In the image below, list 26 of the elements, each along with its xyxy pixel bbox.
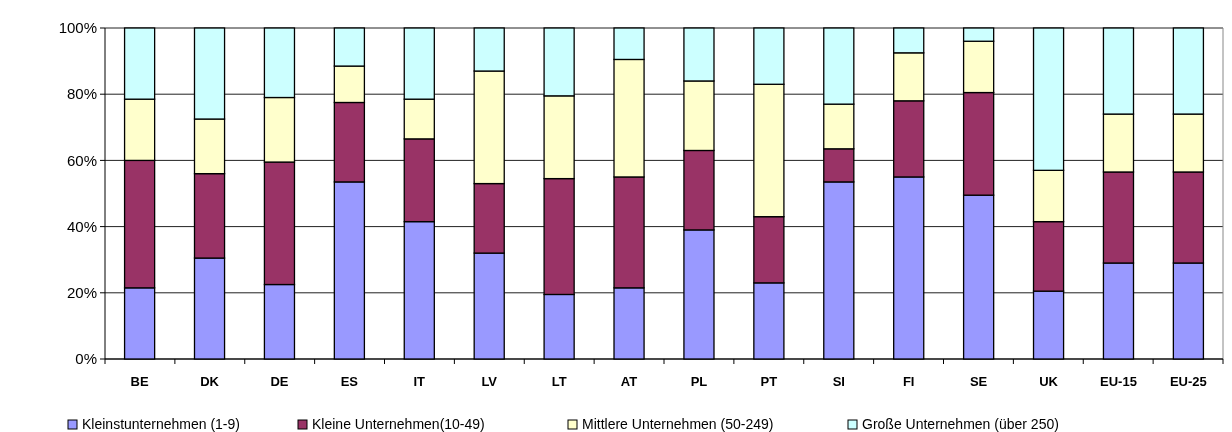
x-tick-label: DE bbox=[270, 374, 289, 389]
x-tick-label: EU-15 bbox=[1100, 374, 1137, 389]
y-tick-label: 60% bbox=[66, 151, 97, 169]
legend-label: Mittlere Unternehmen (50-249) bbox=[582, 416, 774, 432]
x-tick-label: LV bbox=[481, 374, 498, 389]
x-tick-label: BE bbox=[130, 374, 149, 389]
x-tick-label: LT bbox=[551, 374, 567, 389]
x-tick-label: SI bbox=[832, 374, 845, 389]
legend-label: Große Unternehmen (über 250) bbox=[862, 416, 1059, 432]
x-tick-label: IT bbox=[413, 374, 426, 389]
y-tick-label: 0% bbox=[75, 350, 97, 368]
y-tick-label: 100% bbox=[58, 19, 97, 37]
x-tick-label: AT bbox=[620, 374, 638, 389]
x-tick-label: PL bbox=[690, 374, 708, 389]
x-tick-label: EU-25 bbox=[1169, 374, 1207, 389]
x-tick-label: DK bbox=[200, 374, 220, 389]
legend-label: Kleine Unternehmen(10-49) bbox=[312, 416, 485, 432]
x-tick-label: UK bbox=[1039, 374, 1059, 389]
x-tick-label: SE bbox=[969, 374, 988, 389]
x-tick-label: PT bbox=[760, 374, 778, 389]
y-tick-label: 40% bbox=[66, 217, 97, 235]
y-tick-label: 20% bbox=[66, 284, 97, 302]
y-tick-label: 80% bbox=[66, 85, 97, 103]
x-tick-label: FI bbox=[902, 374, 915, 389]
legend-label: Kleinstunternehmen (1-9) bbox=[82, 416, 240, 432]
x-tick-label: ES bbox=[340, 374, 359, 389]
